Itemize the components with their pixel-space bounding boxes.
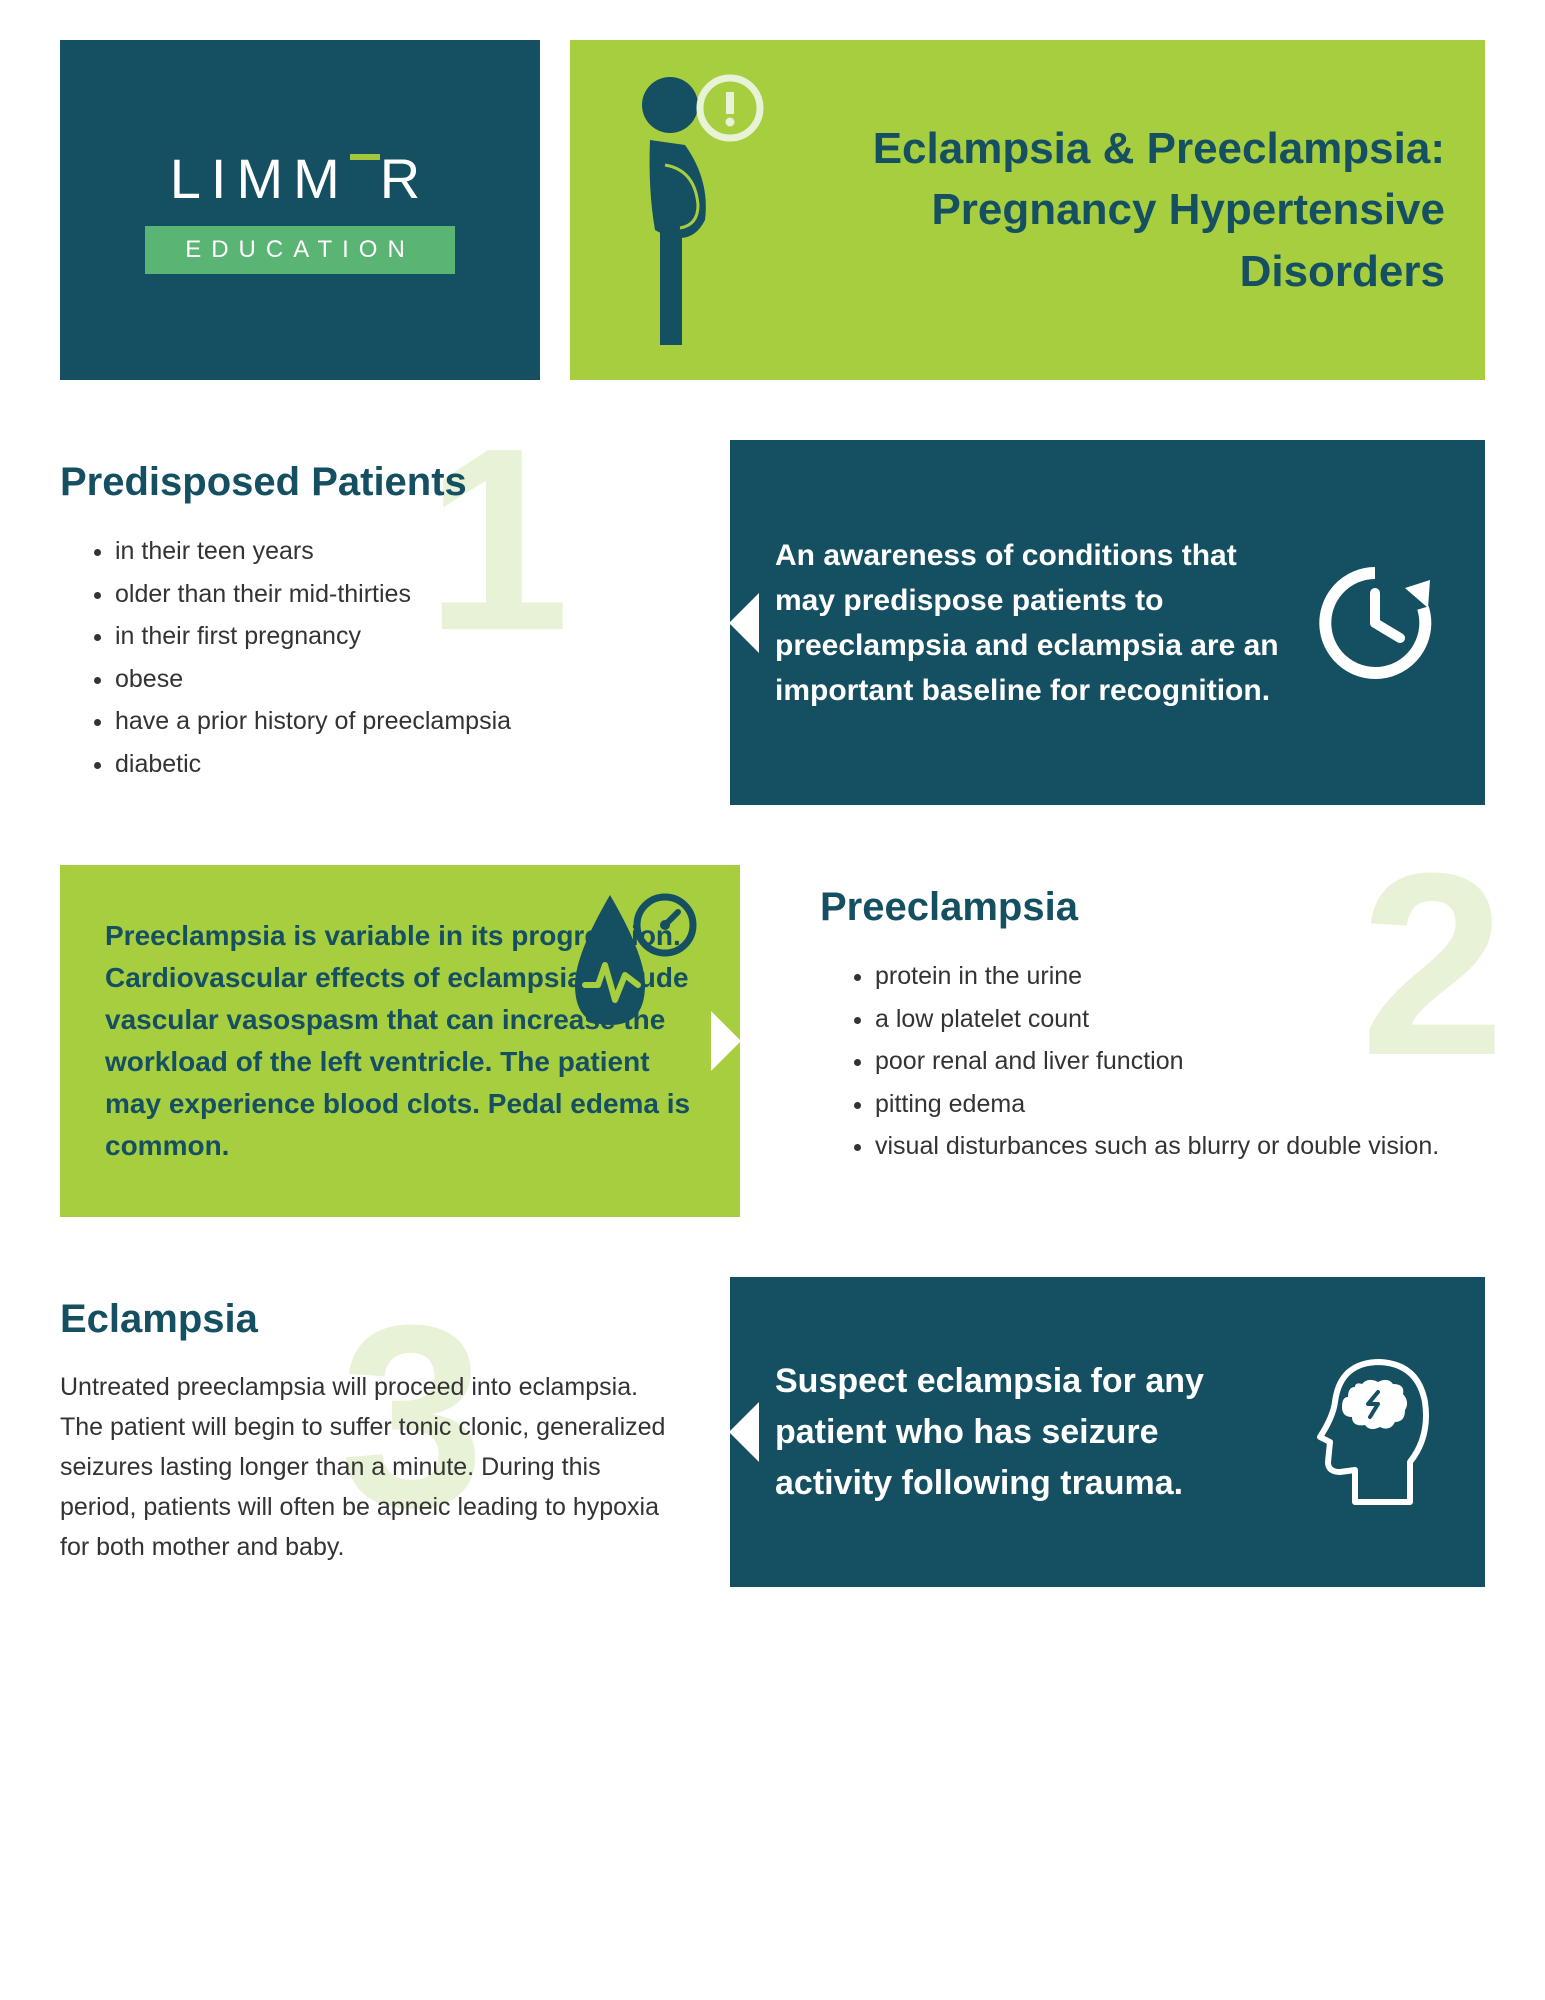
list-item: in their teen years — [115, 530, 670, 573]
list-item: pitting edema — [875, 1083, 1455, 1126]
callout-1-text: An awareness of conditions that may pred… — [775, 533, 1280, 713]
list-item: poor renal and liver function — [875, 1040, 1455, 1083]
arrow-icon — [729, 593, 759, 653]
logo-name: LIMMR — [170, 146, 430, 211]
title-box: Eclampsia & Preeclampsia:Pregnancy Hyper… — [570, 40, 1485, 380]
section-3-text: 3 Eclampsia Untreated preeclampsia will … — [60, 1277, 700, 1587]
section-2-heading: Preeclampsia — [820, 885, 1455, 930]
list-item: older than their mid-thirties — [115, 573, 670, 616]
section-1-heading: Predisposed Patients — [60, 460, 670, 505]
callout-1: An awareness of conditions that may pred… — [730, 440, 1485, 805]
arrow-icon — [711, 1011, 741, 1071]
section-2: Preeclampsia is variable in its progress… — [60, 865, 1485, 1217]
section-1: 1 Predisposed Patients in their teen yea… — [60, 440, 1485, 805]
blood-monitor-icon — [560, 885, 700, 1035]
arrow-icon — [729, 1402, 759, 1462]
list-item: obese — [115, 658, 670, 701]
section-1-text: 1 Predisposed Patients in their teen yea… — [60, 440, 700, 805]
callout-2: Preeclampsia is variable in its progress… — [60, 865, 740, 1217]
clock-arrow-icon — [1310, 558, 1440, 688]
list-item: a low platelet count — [875, 998, 1455, 1041]
list-item: visual disturbances such as blurry or do… — [875, 1125, 1455, 1168]
header: LIMMR EDUCATION Eclampsia & Preeclampsia… — [60, 40, 1485, 380]
logo-subtitle: EDUCATION — [145, 226, 455, 274]
list-item: protein in the urine — [875, 955, 1455, 998]
section-3: 3 Eclampsia Untreated preeclampsia will … — [60, 1277, 1485, 1587]
section-2-list: protein in the urine a low platelet coun… — [820, 955, 1455, 1168]
main-title: Eclampsia & Preeclampsia:Pregnancy Hyper… — [810, 118, 1445, 303]
section-3-heading: Eclampsia — [60, 1297, 670, 1342]
section-2-text: 2 Preeclampsia protein in the urine a lo… — [770, 865, 1485, 1217]
logo-box: LIMMR EDUCATION — [60, 40, 540, 380]
brain-head-icon — [1300, 1352, 1440, 1512]
section-1-list: in their teen years older than their mid… — [60, 530, 670, 785]
section-3-body: Untreated preeclampsia will proceed into… — [60, 1367, 670, 1567]
list-item: in their first pregnancy — [115, 615, 670, 658]
list-item: diabetic — [115, 743, 670, 786]
callout-3: Suspect eclampsia for any patient who ha… — [730, 1277, 1485, 1587]
list-item: have a prior history of preeclampsia — [115, 700, 670, 743]
callout-3-text: Suspect eclampsia for any patient who ha… — [775, 1356, 1270, 1509]
pregnant-alert-icon — [610, 70, 780, 350]
